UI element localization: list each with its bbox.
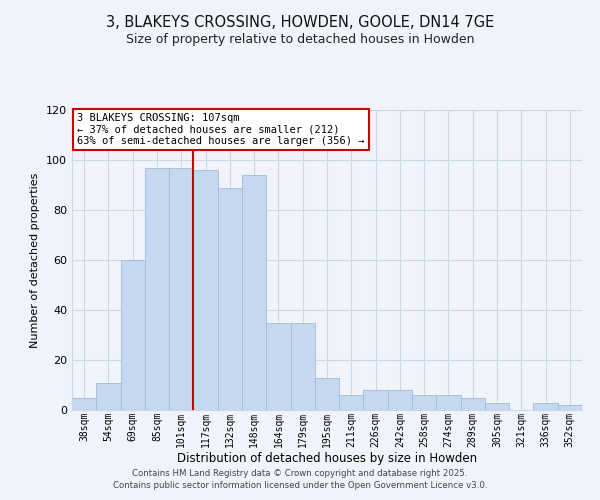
Bar [242, 175, 266, 410]
Bar [72, 398, 96, 410]
Text: Contains public sector information licensed under the Open Government Licence v3: Contains public sector information licen… [113, 481, 487, 490]
X-axis label: Distribution of detached houses by size in Howden: Distribution of detached houses by size … [177, 452, 477, 465]
Bar [96, 382, 121, 410]
Bar [145, 168, 169, 410]
Text: 3, BLAKEYS CROSSING, HOWDEN, GOOLE, DN14 7GE: 3, BLAKEYS CROSSING, HOWDEN, GOOLE, DN14… [106, 15, 494, 30]
Bar [558, 405, 582, 410]
Bar [436, 395, 461, 410]
Text: Contains HM Land Registry data © Crown copyright and database right 2025.: Contains HM Land Registry data © Crown c… [132, 468, 468, 477]
Bar [364, 390, 388, 410]
Bar [218, 188, 242, 410]
Bar [315, 378, 339, 410]
Bar [339, 395, 364, 410]
Bar [290, 322, 315, 410]
Text: 3 BLAKEYS CROSSING: 107sqm
← 37% of detached houses are smaller (212)
63% of sem: 3 BLAKEYS CROSSING: 107sqm ← 37% of deta… [77, 113, 365, 146]
Bar [461, 398, 485, 410]
Text: Size of property relative to detached houses in Howden: Size of property relative to detached ho… [126, 32, 474, 46]
Y-axis label: Number of detached properties: Number of detached properties [31, 172, 40, 348]
Bar [485, 402, 509, 410]
Bar [121, 260, 145, 410]
Bar [266, 322, 290, 410]
Bar [193, 170, 218, 410]
Bar [412, 395, 436, 410]
Bar [388, 390, 412, 410]
Bar [169, 168, 193, 410]
Bar [533, 402, 558, 410]
